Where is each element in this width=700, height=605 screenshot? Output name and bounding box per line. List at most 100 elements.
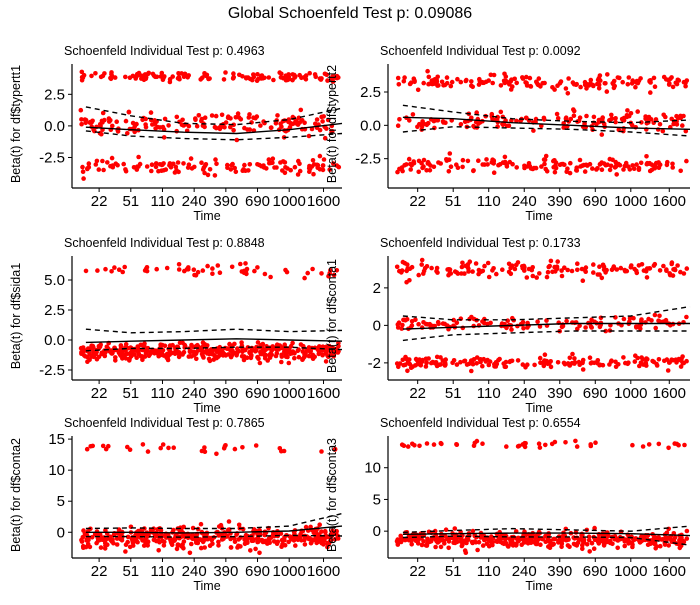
scatter-point — [246, 115, 252, 120]
scatter-point — [397, 117, 402, 122]
scatter-point — [153, 161, 159, 166]
scatter-point — [438, 544, 444, 550]
scatter-point — [317, 344, 322, 349]
scatter-point — [235, 111, 241, 116]
scatter-point — [268, 274, 273, 280]
scatter-point — [153, 126, 158, 131]
scatter-point — [537, 355, 543, 361]
scatter-point — [531, 128, 536, 133]
scatter-point — [467, 259, 473, 265]
scatter-point — [330, 528, 335, 534]
upper-confidence-band — [402, 104, 691, 124]
scatter-point — [97, 532, 103, 537]
scatter-point — [181, 161, 186, 166]
scatter-point — [577, 362, 582, 368]
scatter-point — [221, 77, 227, 82]
scatter-point — [575, 261, 580, 267]
y-axis-title: Beta(t) for df$typertt2 — [325, 65, 339, 183]
scatter-point — [144, 265, 150, 270]
scatter-point — [539, 164, 544, 169]
scatter-point — [100, 537, 106, 542]
scatter-point — [584, 113, 589, 119]
y-tick-label: -2.5 — [355, 151, 381, 168]
scatter-point — [417, 443, 422, 449]
scatter-point — [172, 350, 177, 355]
scatter-point — [684, 536, 690, 541]
scatter-point — [120, 269, 125, 275]
scatter-point — [164, 265, 170, 271]
scatter-point — [566, 76, 571, 81]
scatter-point — [597, 324, 603, 330]
scatter-point — [505, 318, 511, 324]
scatter-point — [79, 121, 84, 127]
scatter-point — [631, 315, 636, 321]
x-tick-label: 1000 — [614, 563, 647, 580]
scatter-point — [279, 544, 284, 549]
scatter-point — [544, 169, 550, 174]
scatter-point — [534, 79, 539, 85]
scatter-point — [424, 121, 430, 127]
scatter-point — [281, 448, 287, 454]
scatter-point — [605, 162, 610, 167]
scatter-point — [438, 161, 444, 166]
scatter-point — [250, 538, 256, 543]
scatter-point — [545, 269, 551, 275]
scatter-point — [630, 442, 635, 448]
scatter-point — [533, 541, 539, 547]
scatter-point — [182, 71, 188, 77]
scatter-point — [555, 116, 561, 121]
scatter-point — [233, 169, 239, 175]
scatter-point — [307, 169, 312, 174]
y-tick-label: 2.5 — [360, 84, 381, 101]
scatter-point — [459, 264, 465, 270]
scatter-point — [405, 368, 410, 374]
scatter-point — [213, 157, 218, 162]
scatter-point — [80, 169, 86, 174]
scatter-point — [321, 537, 326, 542]
scatter-point — [284, 269, 290, 275]
scatter-point — [600, 362, 606, 368]
scatter-point — [451, 358, 457, 363]
scatter-point — [118, 343, 124, 349]
scatter-point — [544, 274, 550, 280]
x-tick-label: 390 — [547, 563, 572, 580]
scatter-point — [586, 534, 592, 539]
scatter-point — [418, 363, 424, 368]
scatter-point — [621, 167, 626, 172]
y-axis-title: Beta(t) for df$conta3 — [325, 438, 339, 552]
scatter-point — [454, 162, 459, 167]
scatter-point — [653, 325, 658, 331]
scatter-point — [154, 538, 159, 544]
scatter-point — [332, 446, 338, 452]
scatter-point — [242, 162, 247, 168]
scatter-point — [401, 78, 407, 84]
scatter-point — [638, 326, 643, 331]
scatter-point — [87, 544, 93, 550]
scatter-point — [683, 83, 688, 89]
scatter-point — [626, 360, 631, 366]
scatter-point — [279, 71, 284, 77]
scatter-point — [257, 360, 263, 366]
scatter-point — [614, 267, 620, 272]
scatter-point — [238, 117, 244, 122]
scatter-point — [485, 162, 490, 167]
scatter-point — [678, 269, 683, 275]
y-tick-label: 0 — [57, 524, 65, 541]
scatter-point — [548, 364, 554, 370]
scatter-point — [314, 117, 320, 122]
scatter-point — [663, 536, 668, 541]
scatter-point — [261, 163, 266, 168]
scatter-point — [525, 320, 530, 326]
scatter-point — [158, 445, 163, 451]
scatter-point — [605, 539, 611, 545]
scatter-point — [145, 539, 151, 544]
scatter-point — [397, 166, 402, 172]
panel-3: Schoenfeld Individual Test p: 0.8848 -2.5… — [9, 236, 343, 415]
scatter-point — [410, 112, 416, 117]
scatter-point — [305, 270, 311, 276]
scatter-point — [613, 315, 618, 320]
x-tick-label: 110 — [151, 563, 175, 580]
scatter-point — [315, 165, 321, 170]
scatter-point — [454, 533, 459, 539]
scatter-point — [657, 121, 663, 127]
